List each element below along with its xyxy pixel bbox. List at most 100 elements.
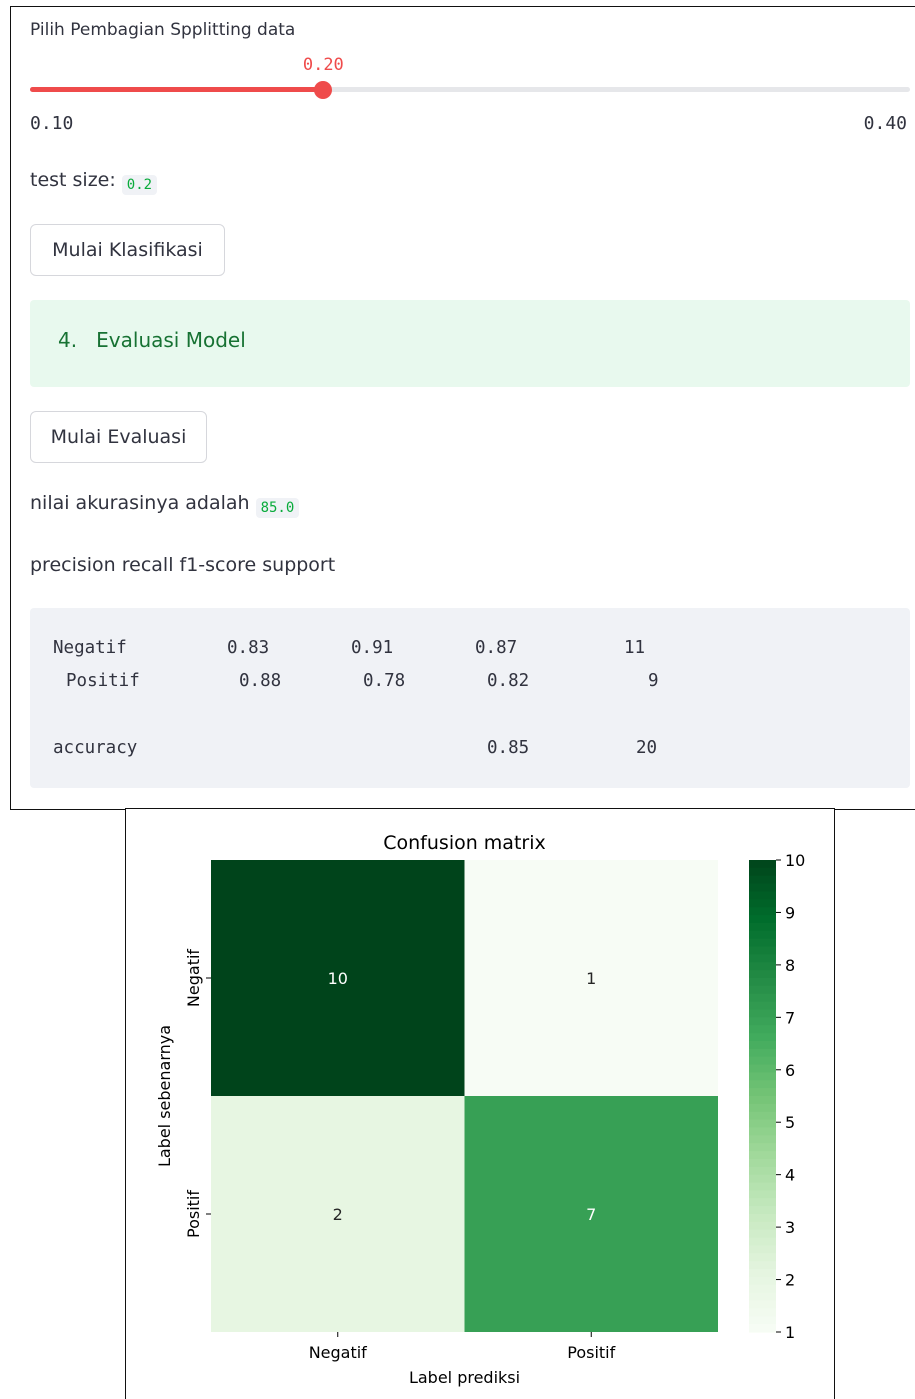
- colorbar-segment: [749, 922, 776, 932]
- test-size-label: test size:: [30, 169, 116, 191]
- colorbar-segment: [749, 1103, 776, 1113]
- colorbar-segment: [749, 891, 776, 900]
- colorbar-segment: [749, 1292, 776, 1302]
- colorbar-segment: [749, 954, 776, 963]
- classification-report: Negatif 0.83 0.91 0.87 11 Positif 0.88 0…: [30, 608, 910, 788]
- slider-track[interactable]: [30, 87, 910, 92]
- colorbar-segment: [749, 1009, 776, 1018]
- x-tick-label: Negatif: [309, 1343, 367, 1362]
- colorbar-segment: [749, 1182, 776, 1191]
- colorbar-tick-label: 8: [785, 956, 795, 975]
- colorbar-segment: [749, 1096, 776, 1105]
- colorbar-segment: [749, 883, 776, 893]
- colorbar-segment: [749, 1221, 776, 1231]
- colorbar-segment: [749, 985, 776, 995]
- colorbar-segment: [749, 1088, 776, 1097]
- colorbar-segment: [749, 860, 776, 869]
- colorbar-segment: [749, 1324, 776, 1333]
- slider-min-label: 0.10: [30, 113, 74, 134]
- y-tick-label: Negatif: [184, 949, 203, 1007]
- colorbar-tick-label: 2: [785, 1271, 795, 1290]
- confusion-matrix-figure: Confusion matrix 10 1 2 7 Negatif Positif Label…: [125, 808, 835, 1399]
- colorbar-tick-label: 4: [785, 1166, 795, 1185]
- akurasi-text: nilai akurasinya adalah 85.0: [30, 492, 300, 518]
- test-size-text: test size: 0.2: [30, 169, 158, 195]
- colorbar-segment: [749, 1269, 776, 1278]
- x-axis-label: Label prediksi: [409, 1368, 520, 1387]
- colorbar-segment: [749, 1143, 776, 1152]
- colorbar-segment: [749, 946, 776, 955]
- report-accuracy-label: accuracy: [53, 738, 138, 758]
- colorbar-segment: [749, 1111, 776, 1121]
- colorbar-segment: [749, 1072, 776, 1081]
- colorbar-segment: [749, 1308, 776, 1317]
- colorbar-segment: [749, 1040, 776, 1050]
- report-support: 11: [624, 638, 646, 658]
- colorbar-segment: [749, 970, 776, 979]
- colorbar-segment: [749, 1001, 776, 1011]
- colorbar-segment: [749, 1017, 776, 1026]
- colorbar-tick-label: 9: [785, 903, 795, 922]
- colorbar-tick-label: 6: [785, 1061, 795, 1080]
- section-number: 4.: [58, 328, 78, 352]
- colorbar-segment: [749, 915, 776, 924]
- report-recall: 0.91: [351, 638, 394, 658]
- report-f1: 0.82: [487, 671, 530, 691]
- test-size-value: 0.2: [121, 175, 158, 195]
- heatmap-cell: [211, 860, 465, 1096]
- colorbar-segment: [749, 1198, 776, 1207]
- colorbar-segment: [749, 1127, 776, 1136]
- colorbar-segment: [749, 1237, 776, 1247]
- colorbar-segment: [749, 1151, 776, 1160]
- section-title: 4. Evaluasi Model: [58, 328, 246, 352]
- colorbar-segment: [749, 1025, 776, 1034]
- colorbar-segment: [749, 978, 776, 987]
- colorbar-segment: [749, 1214, 776, 1223]
- akurasi-label: nilai akurasinya adalah: [30, 492, 250, 514]
- slider-thumb[interactable]: [314, 81, 333, 99]
- slider-label: Pilih Pembagian Spplitting data: [30, 20, 296, 40]
- report-accuracy-support: 20: [636, 738, 658, 758]
- cell-value-label: 1: [586, 969, 596, 988]
- report-header: precision recall f1-score support: [30, 554, 336, 576]
- report-row-label: Positif: [66, 671, 140, 691]
- colorbar-tick-label: 7: [785, 1008, 795, 1027]
- mulai-evaluasi-button[interactable]: Mulai Evaluasi: [30, 411, 207, 463]
- cell-value-label: 7: [586, 1205, 596, 1224]
- mulai-klasifikasi-button[interactable]: Mulai Klasifikasi: [30, 224, 225, 276]
- slider-fill: [30, 87, 324, 92]
- colorbar-segment: [749, 1245, 776, 1254]
- colorbar-segment: [749, 938, 776, 948]
- confusion-matrix-chart: Confusion matrix 10 1 2 7 Negatif Positif Label…: [155, 832, 805, 1387]
- report-precision: 0.83: [227, 638, 270, 658]
- colorbar-tick-label: 5: [785, 1113, 795, 1132]
- colorbar-segment: [749, 1166, 776, 1176]
- chart-title: Confusion matrix: [383, 832, 545, 854]
- cell-value-label: 2: [333, 1205, 343, 1224]
- colorbar-tick-label: 1: [785, 1323, 795, 1342]
- colorbar-segment: [749, 1080, 776, 1089]
- colorbar-segment: [749, 1064, 776, 1073]
- colorbar-segment: [749, 1135, 776, 1144]
- slider-max-label: 0.40: [863, 113, 907, 134]
- colorbar-segment: [749, 875, 776, 885]
- y-axis-label: Label sebenarnya: [155, 1025, 174, 1167]
- streamlit-panel: Pilih Pembagian Spplitting data 0.20 0.1…: [10, 6, 915, 810]
- report-f1: 0.87: [475, 638, 518, 658]
- colorbar-segment: [749, 1206, 776, 1215]
- cell-value-label: 10: [328, 969, 348, 988]
- colorbar-segment: [749, 1229, 776, 1239]
- heatmap-cell: [464, 1096, 718, 1332]
- colorbar-segment: [749, 993, 776, 1003]
- colorbar-segment: [749, 1048, 776, 1058]
- report-precision: 0.88: [239, 671, 282, 691]
- report-recall: 0.78: [363, 671, 406, 691]
- x-tick-label: Positif: [567, 1343, 615, 1362]
- colorbar-segment: [749, 1119, 776, 1129]
- colorbar-segment: [749, 1284, 776, 1294]
- akurasi-value: 85.0: [255, 498, 300, 518]
- colorbar-segment: [749, 867, 776, 877]
- report-support: 9: [648, 671, 659, 691]
- colorbar-segment: [749, 899, 776, 908]
- heatmap-cell: [464, 860, 718, 1096]
